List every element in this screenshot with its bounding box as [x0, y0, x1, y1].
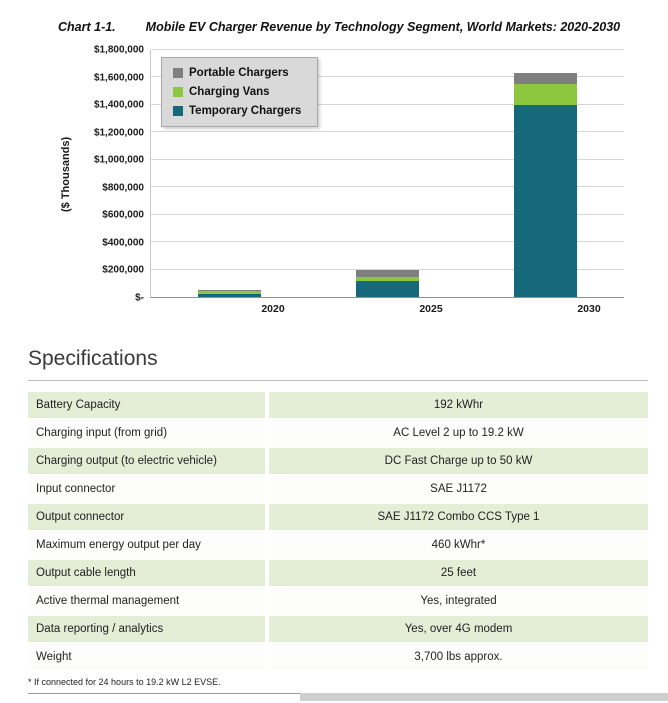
- y-axis-tick-label: $400,000: [102, 237, 144, 249]
- x-axis-tick-label: 2020: [261, 303, 285, 315]
- gridline: [151, 158, 624, 160]
- bar-segment-charging-vans: [198, 290, 262, 295]
- spec-table-row: Battery Capacity 192 kWhr: [28, 392, 648, 418]
- bar-segment-charging-vans: [513, 84, 577, 105]
- legend-item-charging-vans: Charging Vans: [173, 86, 301, 98]
- gridline: [151, 268, 624, 270]
- x-axis-tick-label: 2030: [577, 303, 601, 315]
- legend-item-temporary-chargers: Temporary Chargers: [173, 105, 301, 117]
- spec-value: Yes, integrated: [269, 588, 648, 614]
- spec-value: 25 feet: [269, 560, 648, 586]
- spec-label: Data reporting / analytics: [28, 616, 265, 642]
- spec-label: Output cable length: [28, 560, 265, 586]
- chart-caption: Chart 1-1. Mobile EV Charger Revenue by …: [58, 20, 668, 34]
- spec-table-row: Output cable length 25 feet: [28, 560, 648, 586]
- bar-segment-portable-chargers: [355, 269, 419, 278]
- specifications-table: Battery Capacity 192 kWhr Charging input (…: [28, 392, 648, 670]
- legend-item-portable-chargers: Portable Chargers: [173, 67, 301, 79]
- stacked-bar-2020: [198, 50, 262, 297]
- legend-swatch-icon: [173, 68, 183, 78]
- spec-table-row: Weight 3,700 lbs approx.: [28, 644, 648, 670]
- legend-label: Portable Chargers: [189, 67, 289, 79]
- gridline: [151, 213, 624, 215]
- y-axis-tick-label: $-: [135, 292, 144, 304]
- chart-title: Mobile EV Charger Revenue by Technology …: [145, 20, 621, 34]
- spec-table-row: Data reporting / analytics Yes, over 4G m…: [28, 616, 648, 642]
- specifications-heading: Specifications: [28, 347, 648, 381]
- spec-label: Charging input (from grid): [28, 420, 265, 446]
- y-axis-tick-label: $1,000,000: [93, 154, 144, 166]
- gridline: [151, 76, 624, 78]
- y-axis-tick-label: $1,800,000: [93, 44, 144, 56]
- bar-segment-temporary-chargers: [513, 104, 577, 297]
- spec-table-row: Active thermal management Yes, integrated: [28, 588, 648, 614]
- specifications-section: Specifications Battery Capacity 192 kWhr C…: [28, 347, 648, 694]
- legend-label: Temporary Chargers: [189, 105, 302, 117]
- spec-table-row: Charging output (to electric vehicle) DC …: [28, 448, 648, 474]
- specifications-footnote: * If connected for 24 hours to 19.2 kW L…: [28, 677, 308, 694]
- y-axis-tick-label: $800,000: [102, 182, 144, 194]
- chart-legend: Portable Chargers Charging Vans Temporary …: [161, 57, 319, 127]
- bar-segment-portable-chargers: [513, 73, 577, 85]
- stacked-bar-2025: [355, 50, 419, 297]
- spec-label: Maximum energy output per day: [28, 532, 265, 558]
- spec-table-row: Charging input (from grid) AC Level 2 up …: [28, 420, 648, 446]
- spec-value: 3,700 lbs approx.: [269, 644, 648, 670]
- spec-value: Yes, over 4G modem: [269, 616, 648, 642]
- gridline: [151, 49, 624, 50]
- bar-series: [151, 50, 624, 297]
- stacked-bar-2030: [513, 50, 577, 297]
- chart-caption-number: Chart 1-1.: [58, 20, 116, 34]
- gridline: [151, 241, 624, 243]
- spec-label: Weight: [28, 644, 265, 670]
- spec-label: Battery Capacity: [28, 392, 265, 418]
- gridline: [151, 103, 624, 105]
- x-axis-tick-labels: 2020 2025 2030: [194, 303, 668, 315]
- y-axis-tick-labels: $- $200,000 $400,000 $600,000 $800,000 $1,000…: [72, 45, 150, 304]
- bar-segment-temporary-chargers: [355, 280, 419, 297]
- legend-swatch-icon: [173, 106, 183, 116]
- y-axis-tick-label: $600,000: [102, 209, 144, 221]
- y-axis-tick-label: $1,200,000: [93, 127, 144, 139]
- spec-label: Output connector: [28, 504, 265, 530]
- page-edge-shadow: [300, 693, 668, 701]
- legend-swatch-icon: [173, 87, 183, 97]
- spec-value: DC Fast Charge up to 50 kW: [269, 448, 648, 474]
- y-axis-tick-label: $1,400,000: [93, 99, 144, 111]
- spec-label: Charging output (to electric vehicle): [28, 448, 265, 474]
- gridline: [151, 131, 624, 133]
- spec-value: 192 kWhr: [269, 392, 648, 418]
- spec-table-row: Input connector SAE J1172: [28, 476, 648, 502]
- y-axis-tick-label: $200,000: [102, 264, 144, 276]
- bar-segment-portable-chargers: [198, 290, 262, 291]
- revenue-chart: Chart 1-1. Mobile EV Charger Revenue by …: [0, 0, 668, 315]
- spec-table-row: Maximum energy output per day 460 kWhr*: [28, 532, 648, 558]
- spec-value: SAE J1172 Combo CCS Type 1: [269, 504, 648, 530]
- spec-label: Active thermal management: [28, 588, 265, 614]
- bar-segment-charging-vans: [355, 277, 419, 281]
- bar-segment-temporary-chargers: [198, 294, 262, 297]
- spec-value: 460 kWhr*: [269, 532, 648, 558]
- y-axis-tick-label: $1,600,000: [93, 72, 144, 84]
- spec-value: AC Level 2 up to 19.2 kW: [269, 420, 648, 446]
- legend-label: Charging Vans: [189, 86, 270, 98]
- spec-value: SAE J1172: [269, 476, 648, 502]
- plot-area: Portable Chargers Charging Vans Temporary …: [150, 49, 624, 298]
- spec-label: Input connector: [28, 476, 265, 502]
- x-axis-tick-label: 2025: [419, 303, 443, 315]
- spec-table-row: Output connector SAE J1172 Combo CCS Type…: [28, 504, 648, 530]
- y-axis-title: ($ Thousands): [60, 136, 72, 212]
- gridline: [151, 186, 624, 188]
